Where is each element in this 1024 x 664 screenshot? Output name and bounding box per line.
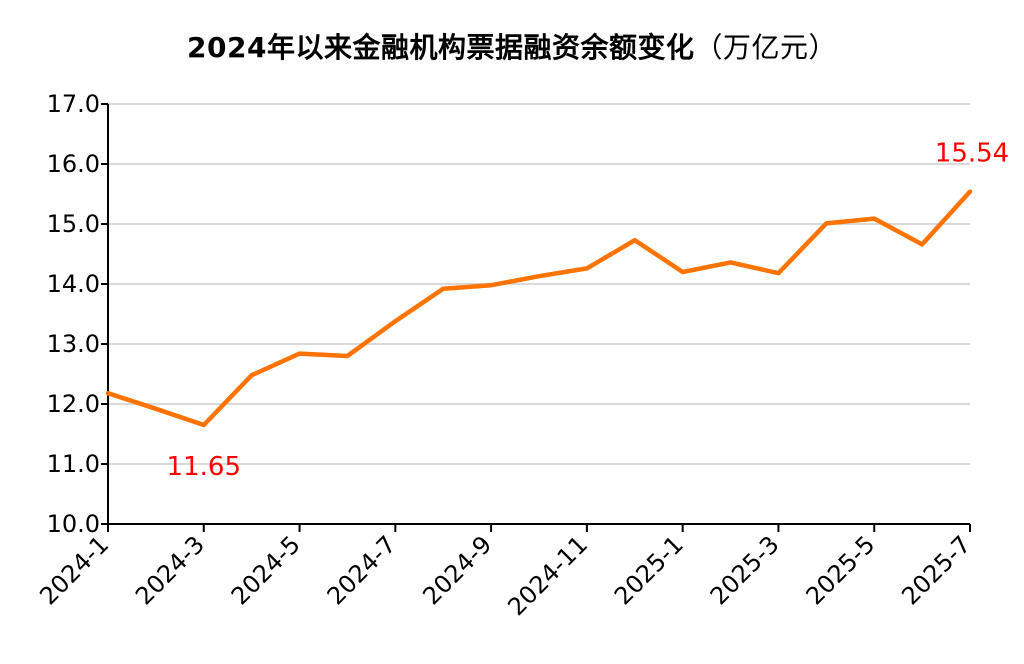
x-tick-label: 2024-3 <box>130 530 210 610</box>
x-tick-label: 2024-1 <box>34 530 114 610</box>
data-point <box>585 266 589 270</box>
chart-title-unit: （万亿元） <box>694 31 837 64</box>
chart-title: 2024年以来金融机构票据融资余额变化（万亿元） <box>0 26 1024 66</box>
data-point <box>154 407 158 411</box>
x-tick-label: 2025-7 <box>896 530 976 610</box>
data-label: 11.65 <box>167 452 241 482</box>
data-point <box>729 260 733 264</box>
data-point <box>633 238 637 242</box>
x-tick-label: 2024-7 <box>322 530 402 610</box>
data-point <box>824 221 828 225</box>
data-point <box>250 373 254 377</box>
data-point <box>968 190 972 194</box>
y-tick-label: 13.0 <box>47 330 100 358</box>
data-point <box>345 354 349 358</box>
chart-title-text: 2024年以来金融机构票据融资余额变化 <box>187 31 695 64</box>
x-tick-label: 2024-11 <box>502 530 593 621</box>
data-point <box>393 319 397 323</box>
y-tick-label: 14.0 <box>47 270 100 298</box>
y-tick-label: 11.0 <box>47 450 100 478</box>
y-tick-label: 17.0 <box>47 90 100 118</box>
y-tick-label: 10.0 <box>47 510 100 538</box>
data-point <box>202 423 206 427</box>
data-label: 15.54 <box>935 139 1009 169</box>
data-point <box>489 283 493 287</box>
data-point <box>776 271 780 275</box>
y-tick-label: 16.0 <box>47 150 100 178</box>
data-point <box>441 287 445 291</box>
data-point <box>681 270 685 274</box>
data-point <box>537 274 541 278</box>
x-tick-label: 2025-3 <box>705 530 785 610</box>
x-tick-label: 2025-1 <box>609 530 689 610</box>
x-tick-label: 2024-5 <box>226 530 306 610</box>
x-tick-label: 2024-9 <box>417 530 497 610</box>
x-tick-label: 2025-5 <box>801 530 881 610</box>
y-tick-label: 12.0 <box>47 390 100 418</box>
data-point <box>298 352 302 356</box>
data-point <box>920 242 924 246</box>
data-point <box>106 391 110 395</box>
data-point <box>872 217 876 221</box>
series-line <box>105 189 973 428</box>
y-tick-label: 15.0 <box>47 210 100 238</box>
